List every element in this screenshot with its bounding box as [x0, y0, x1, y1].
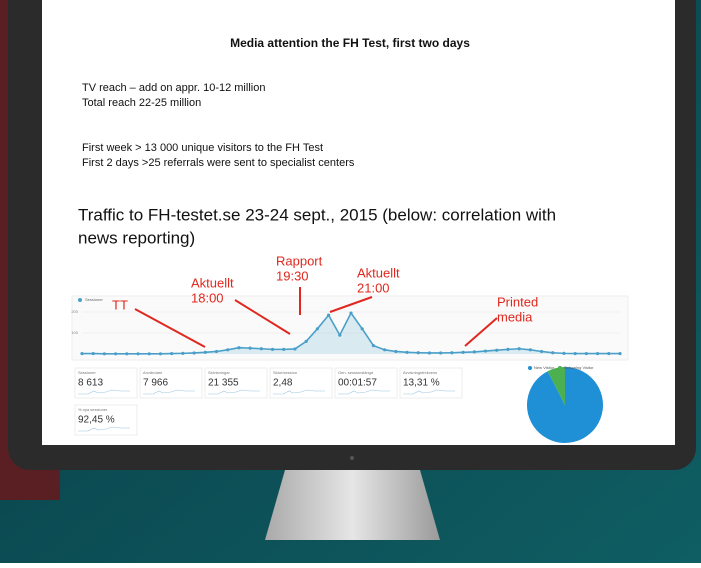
- traffic-point: [551, 351, 554, 354]
- fact: TV reach – add on appr. 10-12 million: [82, 82, 265, 94]
- traffic-point: [585, 352, 588, 355]
- section-heading: news reporting): [78, 228, 195, 247]
- traffic-point: [607, 352, 610, 355]
- metric-label: Sessioner: [78, 370, 96, 375]
- metric-label: Sidvisningar: [208, 370, 230, 375]
- traffic-point: [450, 351, 453, 354]
- metric-value: 2,48: [273, 378, 293, 389]
- traffic-point: [338, 334, 341, 337]
- annotation: 21:00: [357, 280, 390, 295]
- scene: Media attention the FH Test, first two d…: [0, 0, 701, 563]
- traffic-point: [495, 349, 498, 352]
- metric-value: 00:01:57: [338, 378, 377, 389]
- traffic-point: [562, 352, 565, 355]
- traffic-point: [125, 352, 128, 355]
- traffic-point: [204, 351, 207, 354]
- traffic-point: [316, 327, 319, 330]
- pie-legend-dot: [528, 366, 532, 370]
- metric-label: % nya sessioner: [78, 407, 108, 412]
- section-heading: Traffic to FH-testet.se 23-24 sept., 201…: [78, 205, 556, 224]
- metric-value: 21 355: [208, 378, 239, 389]
- annotation: Aktuellt: [357, 265, 400, 280]
- traffic-point: [618, 352, 621, 355]
- annotation: 19:30: [276, 268, 309, 283]
- traffic-point: [394, 350, 397, 353]
- camera: [350, 456, 354, 460]
- slide-title: Media attention the FH Test, first two d…: [230, 36, 470, 50]
- metric-value: 8 613: [78, 378, 103, 389]
- traffic-point: [428, 351, 431, 354]
- traffic-point: [405, 351, 408, 354]
- traffic-point: [349, 311, 352, 314]
- traffic-point: [518, 347, 521, 350]
- page: {"slide": { "title": "Media attention th…: [0, 0, 701, 563]
- metric-value: 13,31 %: [403, 378, 440, 389]
- traffic-point: [282, 348, 285, 351]
- traffic-point: [260, 347, 263, 350]
- traffic-point: [181, 352, 184, 355]
- pie-legend-label: New Visitor: [534, 365, 555, 370]
- pie-legend-dot: [558, 366, 562, 370]
- traffic-point: [529, 348, 532, 351]
- annotation: 18:00: [191, 290, 224, 305]
- legend-label: Sessioner: [85, 297, 103, 302]
- traffic-point: [439, 351, 442, 354]
- traffic-point: [249, 347, 252, 350]
- traffic-point: [271, 348, 274, 351]
- traffic-point: [237, 346, 240, 349]
- traffic-point: [540, 350, 543, 353]
- fact: Total reach 22-25 million: [82, 97, 201, 109]
- metric-value: 7 966: [143, 378, 168, 389]
- traffic-point: [372, 344, 375, 347]
- traffic-point: [80, 352, 83, 355]
- traffic-point: [361, 327, 364, 330]
- metric-value: 92,45 %: [78, 415, 115, 426]
- monitor-stand: [265, 470, 440, 540]
- annotation: TT: [112, 297, 128, 312]
- traffic-point: [473, 350, 476, 353]
- traffic-point: [136, 352, 139, 355]
- traffic-point: [159, 352, 162, 355]
- traffic-point: [506, 348, 509, 351]
- metric-label: Avvisningsfrekvens: [403, 370, 437, 375]
- traffic-point: [596, 352, 599, 355]
- traffic-point: [327, 314, 330, 317]
- traffic-point: [484, 349, 487, 352]
- annotation: Aktuellt: [191, 275, 234, 290]
- y-tick-label: 100: [71, 330, 78, 335]
- traffic-point: [383, 348, 386, 351]
- traffic-point: [461, 351, 464, 354]
- traffic-point: [215, 350, 218, 353]
- traffic-point: [417, 351, 420, 354]
- metric-label: Sidor/session: [273, 370, 297, 375]
- traffic-point: [192, 351, 195, 354]
- traffic-point: [148, 352, 151, 355]
- annotation: Rapport: [276, 253, 323, 268]
- traffic-point: [103, 352, 106, 355]
- annotation: Printed: [497, 294, 538, 309]
- traffic-point: [226, 348, 229, 351]
- fact: First week > 13 000 unique visitors to t…: [82, 142, 323, 154]
- traffic-point: [293, 347, 296, 350]
- traffic-point: [574, 352, 577, 355]
- metric-label: Användare: [143, 370, 163, 375]
- traffic-point: [170, 352, 173, 355]
- traffic-point: [114, 352, 117, 355]
- fact: First 2 days >25 referrals were sent to …: [82, 157, 355, 169]
- y-tick-label: 200: [71, 309, 78, 314]
- traffic-point: [92, 352, 95, 355]
- annotation: media: [497, 309, 533, 324]
- metric-label: Gen. sessionslängd: [338, 370, 373, 375]
- pie-legend-label: Returning Visitor: [564, 365, 594, 370]
- legend-dot: [78, 298, 82, 302]
- traffic-point: [305, 340, 308, 343]
